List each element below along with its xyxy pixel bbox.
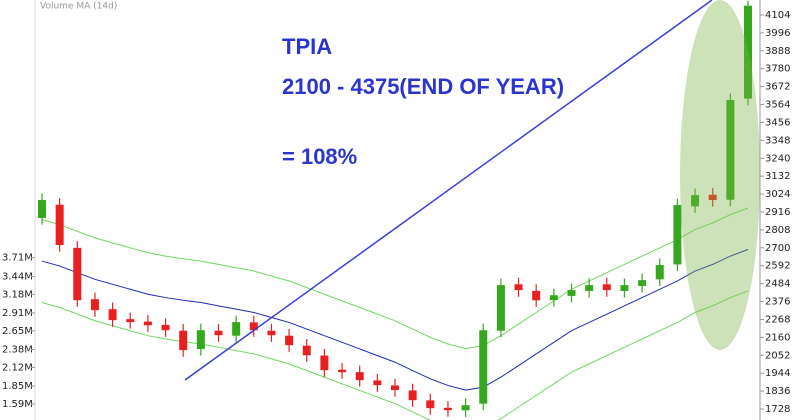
y2-tick-label: 1.59M	[2, 399, 33, 410]
candle-body	[479, 330, 488, 404]
candle-body	[602, 284, 611, 291]
candle-body	[443, 407, 452, 411]
y2-tick-label: 1.85M	[2, 381, 33, 392]
volume-label: Volume MA (14d)	[40, 2, 117, 12]
candle-body	[338, 369, 347, 373]
y2-tick-label: 2.65M	[2, 326, 33, 337]
candle-body	[655, 265, 664, 280]
y2-tick-label: 2.38M	[2, 344, 33, 355]
y-tick-label: 4104	[765, 10, 790, 21]
candle-body	[567, 290, 576, 296]
candle-body	[726, 100, 735, 200]
y-tick-label: 3672	[765, 82, 790, 93]
annotation: 2100 - 4375(END OF YEAR)	[282, 74, 564, 99]
y-tick-label: 3240	[765, 153, 790, 164]
candle-body	[249, 322, 258, 331]
candle-body	[355, 372, 364, 381]
y-tick-label: 2484	[765, 279, 790, 290]
candle-body	[549, 295, 558, 301]
candle-body	[179, 330, 188, 351]
y-tick-label: 1836	[765, 386, 790, 397]
y-tick-label: 2268	[765, 314, 790, 325]
y-tick-label: 3024	[765, 189, 790, 200]
y2-tick-label: 2.12M	[2, 362, 33, 373]
indicator-line	[41, 290, 749, 420]
candle-body	[302, 345, 311, 356]
candle-body	[196, 330, 205, 349]
candle-body	[320, 355, 329, 371]
candle-body	[426, 400, 435, 409]
candle-body	[161, 324, 170, 331]
y-tick-label: 2052	[765, 350, 790, 361]
candle-body	[620, 285, 629, 291]
annotation: = 108%	[282, 144, 357, 169]
y-tick-label: 1944	[765, 368, 790, 379]
candle-body	[408, 390, 417, 401]
candle-body	[214, 330, 223, 336]
y-tick-label: 2592	[765, 261, 790, 272]
y-tick-label: 2700	[765, 243, 790, 254]
candle-body	[143, 321, 152, 326]
y-tick-label: 3132	[765, 171, 790, 182]
y-tick-label: 3564	[765, 100, 790, 111]
candle-body	[373, 380, 382, 386]
candle-body	[285, 335, 294, 346]
candle-body	[532, 290, 541, 301]
candle-body	[744, 5, 752, 99]
y2-tick-label: 3.18M	[2, 289, 33, 300]
candle-body	[73, 247, 82, 301]
candle-body	[126, 319, 135, 323]
y2-tick-label: 3.71M	[2, 253, 33, 264]
y-tick-label: 3780	[765, 64, 790, 75]
y-tick-label: 1728	[765, 404, 790, 415]
y-tick-label: 3888	[765, 46, 790, 57]
candle-body	[90, 299, 99, 311]
candle-body	[708, 194, 717, 201]
y-tick-label: 3996	[765, 28, 790, 39]
plot-area	[38, 0, 752, 420]
candle-body	[691, 195, 700, 207]
y-tick-label: 2916	[765, 207, 790, 218]
highlight-ellipse	[680, 0, 760, 350]
candle-body	[514, 284, 523, 291]
candle-body	[55, 204, 64, 245]
y2-tick-label: 2.91M	[2, 308, 33, 319]
trend-line	[184, 0, 713, 381]
y-tick-label: 2160	[765, 332, 790, 343]
y-tick-label: 3456	[765, 117, 790, 128]
candle-body	[585, 285, 594, 291]
candle-body	[673, 205, 682, 265]
indicator-line	[41, 207, 749, 350]
candle-body	[108, 309, 117, 321]
annotation: TPIA	[282, 34, 332, 59]
y-tick-label: 3348	[765, 135, 790, 146]
candle-body	[638, 280, 647, 286]
y2-tick-label: 3.44M	[2, 271, 33, 282]
candle-body	[496, 285, 505, 331]
candle-body	[267, 330, 276, 336]
candle-body	[461, 405, 470, 411]
candle-body	[391, 385, 399, 391]
candle-body	[232, 322, 241, 336]
y-tick-label: 2376	[765, 297, 790, 308]
y-tick-label: 2808	[765, 225, 790, 236]
candle-body	[38, 200, 46, 218]
indicator-line	[41, 249, 749, 391]
